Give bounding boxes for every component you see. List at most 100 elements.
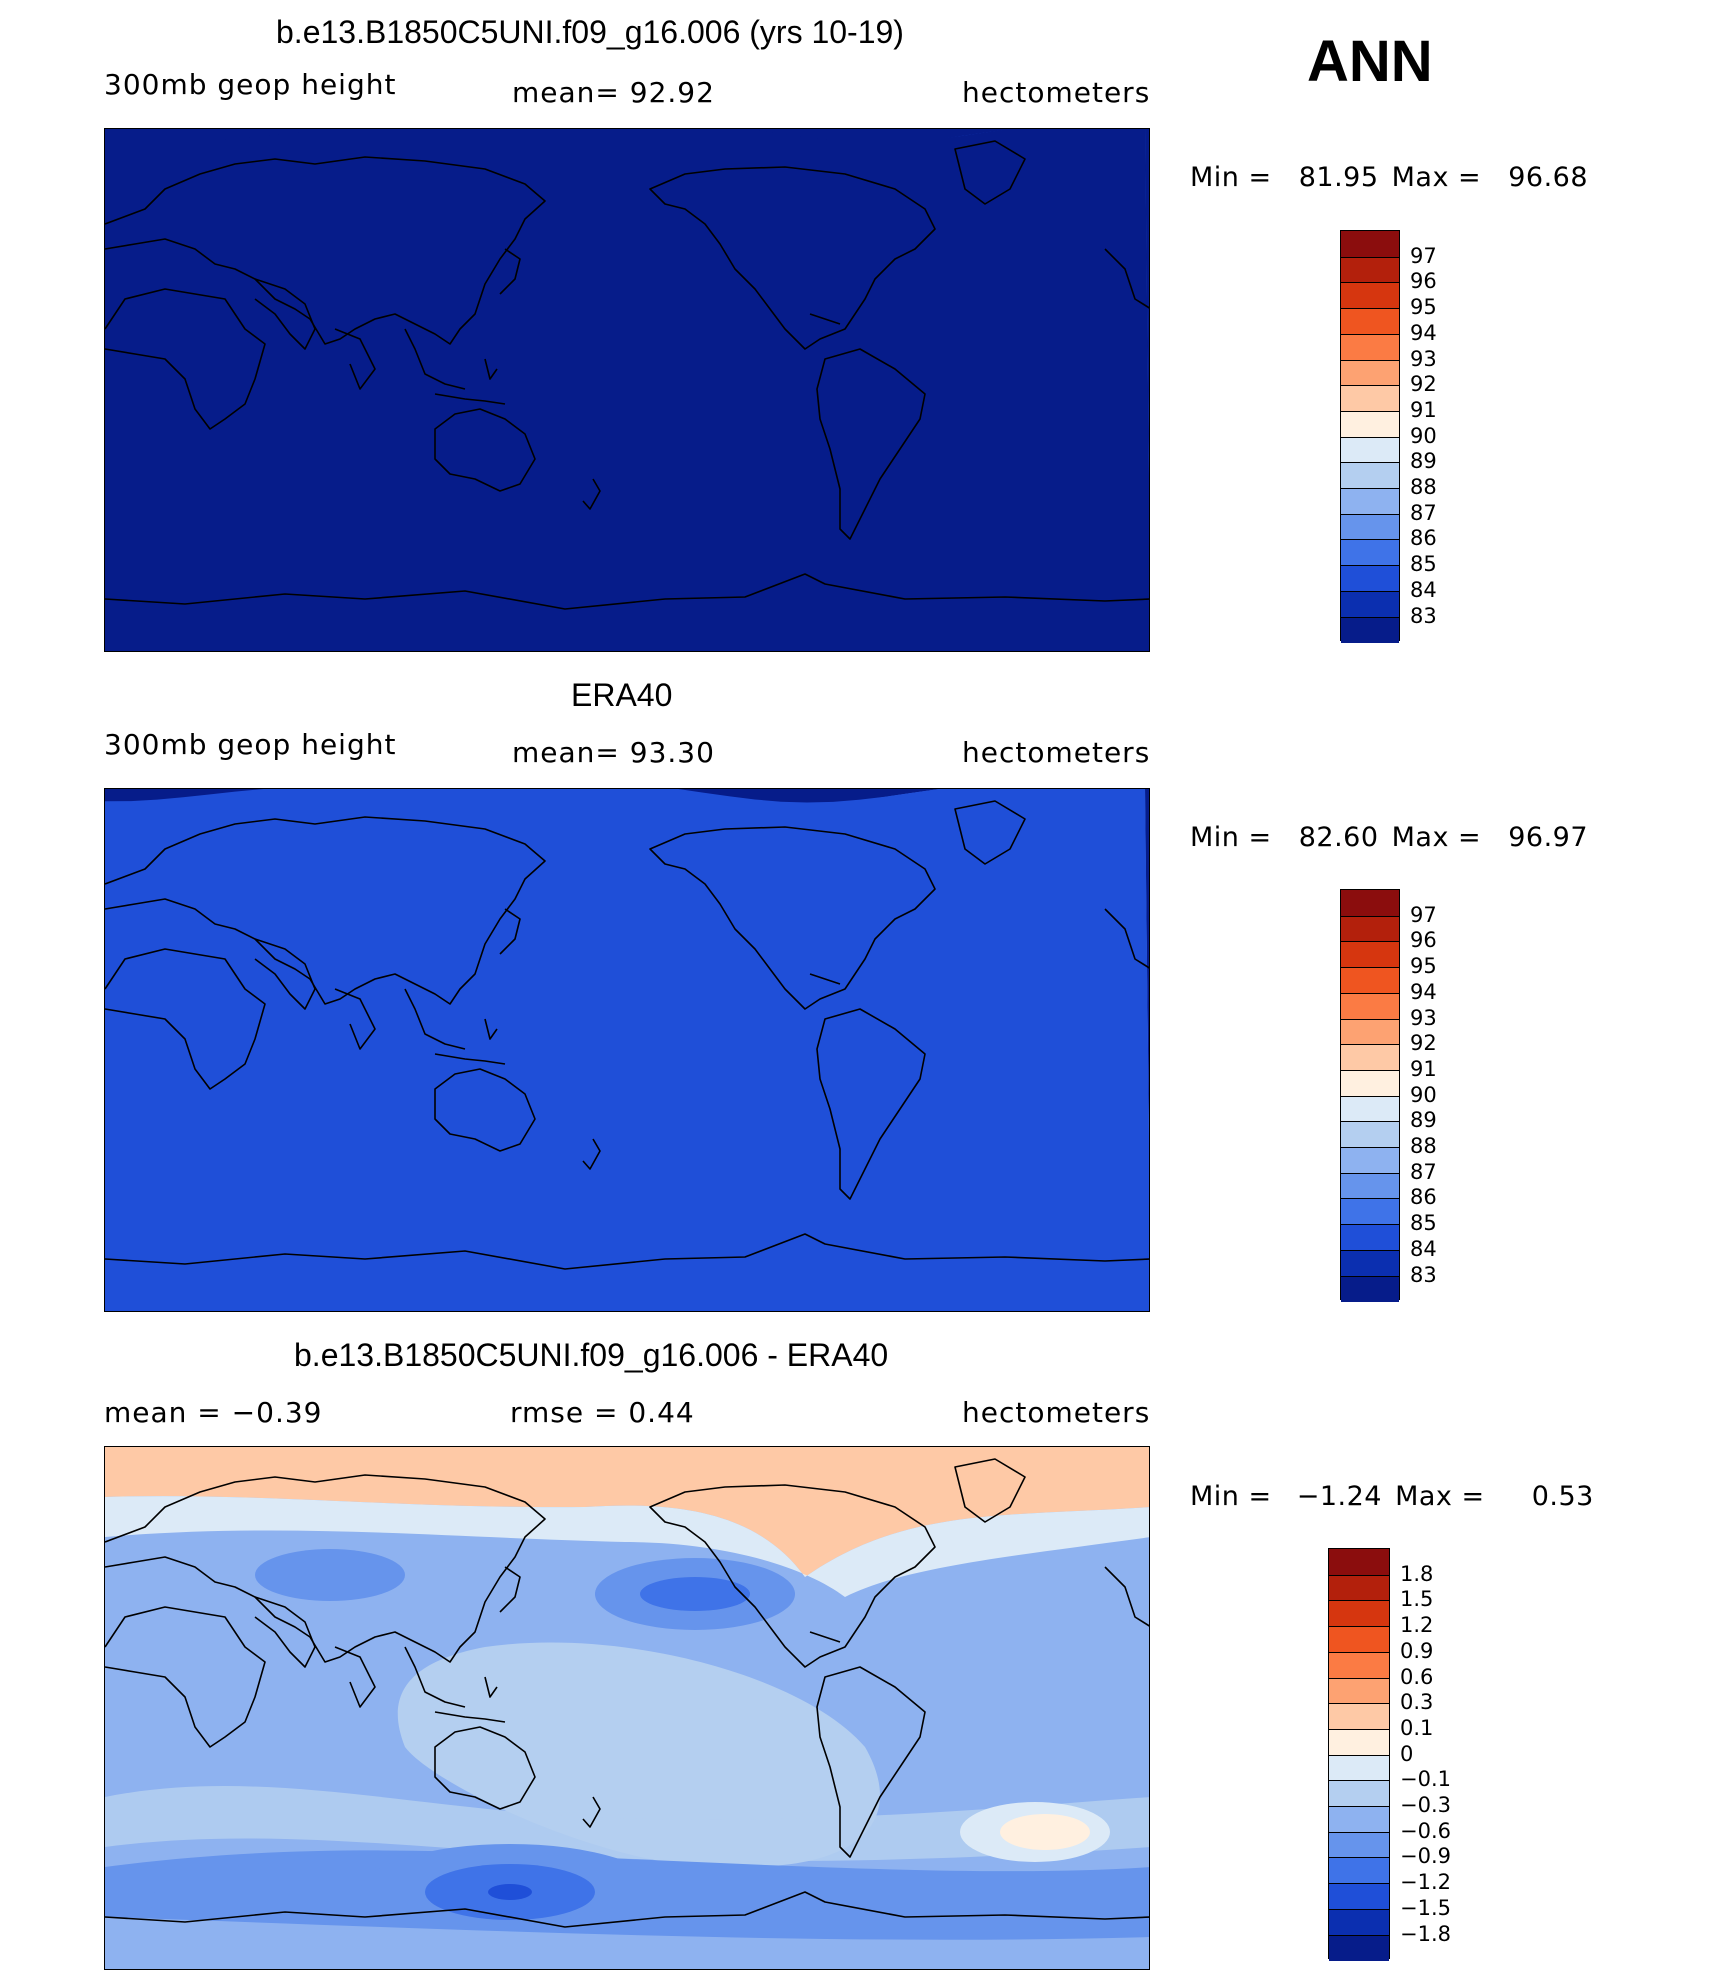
coastline [434, 393, 506, 405]
colorbar-swatch [1341, 1069, 1399, 1097]
panel-model-units: hectometers [962, 76, 1151, 109]
coastline [954, 1458, 1026, 1523]
colorbar-label: 83 [1410, 1262, 1437, 1287]
panel-obs-mean: mean= 93.30 [512, 736, 715, 769]
coastline [649, 166, 936, 350]
colorbar-label: 90 [1410, 1082, 1437, 1107]
colorbar-label: 84 [1410, 1236, 1437, 1261]
coastline [582, 1796, 601, 1828]
contour-band [105, 789, 1149, 1311]
colorbar-swatch [1329, 1754, 1389, 1781]
panel-diff-mean: mean = −0.39 [104, 1396, 323, 1429]
coastline [434, 408, 536, 492]
colorbar-label: 94 [1410, 320, 1437, 345]
colorbar-swatch [1341, 256, 1399, 283]
max-value: 0.53 [1531, 1481, 1594, 1512]
coastline [334, 1646, 376, 1708]
panel-diff-title: b.e13.B1850C5UNI.f09_g16.006 - ERA40 [294, 1337, 889, 1373]
colorbar-swatch [1341, 941, 1399, 968]
colorbar-swatch [1341, 1224, 1399, 1251]
contour-band [105, 1786, 1149, 1862]
coastline [954, 140, 1026, 205]
colorbar-swatch [1341, 967, 1399, 994]
coastline [499, 248, 521, 295]
min-value: 81.95 [1298, 162, 1379, 193]
colorbar-label: 95 [1410, 954, 1437, 979]
colorbar-label: 95 [1410, 295, 1437, 320]
colorbar-label: 1.8 [1400, 1561, 1434, 1586]
colorbar-label: 1.5 [1400, 1587, 1434, 1612]
colorbar-swatch [1341, 462, 1399, 489]
colorbar-label: 1.2 [1400, 1613, 1434, 1638]
colorbar-swatch [1329, 1806, 1389, 1833]
coastline [105, 1233, 1149, 1270]
contour-band [397, 1642, 880, 1868]
coastline [499, 1566, 521, 1613]
colorbar-label: 89 [1410, 449, 1437, 474]
colorbar-label: 92 [1410, 372, 1437, 397]
colorbar-label: −1.5 [1400, 1895, 1451, 1920]
coastline [254, 938, 316, 1010]
panel-obs-units: hectometers [962, 736, 1151, 769]
coastline [582, 1138, 601, 1170]
colorbar-swatch [1341, 590, 1399, 617]
max-label: Max = [1395, 1481, 1485, 1512]
coastline [1104, 908, 1149, 969]
colorbar-swatch [1341, 436, 1399, 463]
coastline [809, 1631, 841, 1643]
negative-anomaly [488, 1884, 532, 1900]
colorbar-swatch [1329, 1934, 1389, 1961]
colorbar-label: 93 [1410, 1005, 1437, 1030]
colorbar-swatch [1329, 1831, 1389, 1858]
colorbar-swatch [1341, 539, 1399, 566]
panel-diff-map [104, 1446, 1150, 1970]
panel-obs-variable: 300mb geop height [104, 728, 397, 761]
colorbar-label: 88 [1410, 475, 1437, 499]
colorbar-swatch [1341, 359, 1399, 386]
coastlines [105, 800, 1149, 1270]
colorbar-swatch [1341, 992, 1399, 1019]
colorbar-swatch [1341, 282, 1399, 309]
colorbar-swatch [1329, 1703, 1389, 1730]
max-label: Max = [1391, 822, 1482, 853]
colorbar-label: −0.1 [1400, 1767, 1451, 1792]
coastline [816, 1666, 926, 1858]
colorbar-label: 83 [1410, 603, 1437, 628]
colorbar-label: 90 [1410, 423, 1437, 448]
colorbar-swatch [1341, 488, 1399, 515]
panel-model-variable: 300mb geop height [104, 68, 397, 101]
panel-model-minmax: Min = 81.95 Max = 96.68 [1190, 162, 1588, 193]
colorbar-label: 91 [1410, 1056, 1437, 1081]
coastline [816, 1008, 926, 1200]
colorbar-label: −0.9 [1400, 1844, 1451, 1869]
coastline [334, 328, 376, 390]
min-label: Min = [1190, 162, 1272, 193]
contour-band [105, 129, 1149, 651]
panel-diff-rmse: rmse = 0.44 [510, 1396, 695, 1429]
panel-obs-minmax: Min = 82.60 Max = 96.97 [1190, 822, 1588, 853]
colorbar-swatch [1341, 616, 1399, 643]
colorbar-box [1328, 1548, 1390, 1961]
coastline [649, 1484, 936, 1668]
min-value: 82.60 [1298, 822, 1379, 853]
colorbar-label: 97 [1410, 902, 1437, 927]
colorbar-label: 88 [1410, 1134, 1437, 1158]
colorbar-label: 0.1 [1400, 1715, 1434, 1740]
colorbar-swatch [1341, 231, 1399, 258]
colorbar-label: 93 [1410, 346, 1437, 371]
colorbar-swatch [1341, 513, 1399, 540]
colorbar-swatch [1341, 1172, 1399, 1199]
max-label: Max = [1391, 162, 1482, 193]
coastline [105, 1606, 266, 1748]
colorbar-swatch [1341, 1095, 1399, 1122]
colorbar-label: 85 [1410, 1211, 1437, 1236]
coastline [105, 948, 266, 1090]
panel-model-mean: mean= 92.92 [512, 76, 715, 109]
colorbar-box [1340, 230, 1400, 643]
coastline [582, 478, 601, 510]
colorbar-label: 86 [1410, 1185, 1437, 1210]
colorbar-swatch [1341, 1249, 1399, 1276]
colorbar-label: −0.3 [1400, 1793, 1451, 1817]
coastline [254, 1596, 316, 1668]
coastline [105, 156, 546, 345]
